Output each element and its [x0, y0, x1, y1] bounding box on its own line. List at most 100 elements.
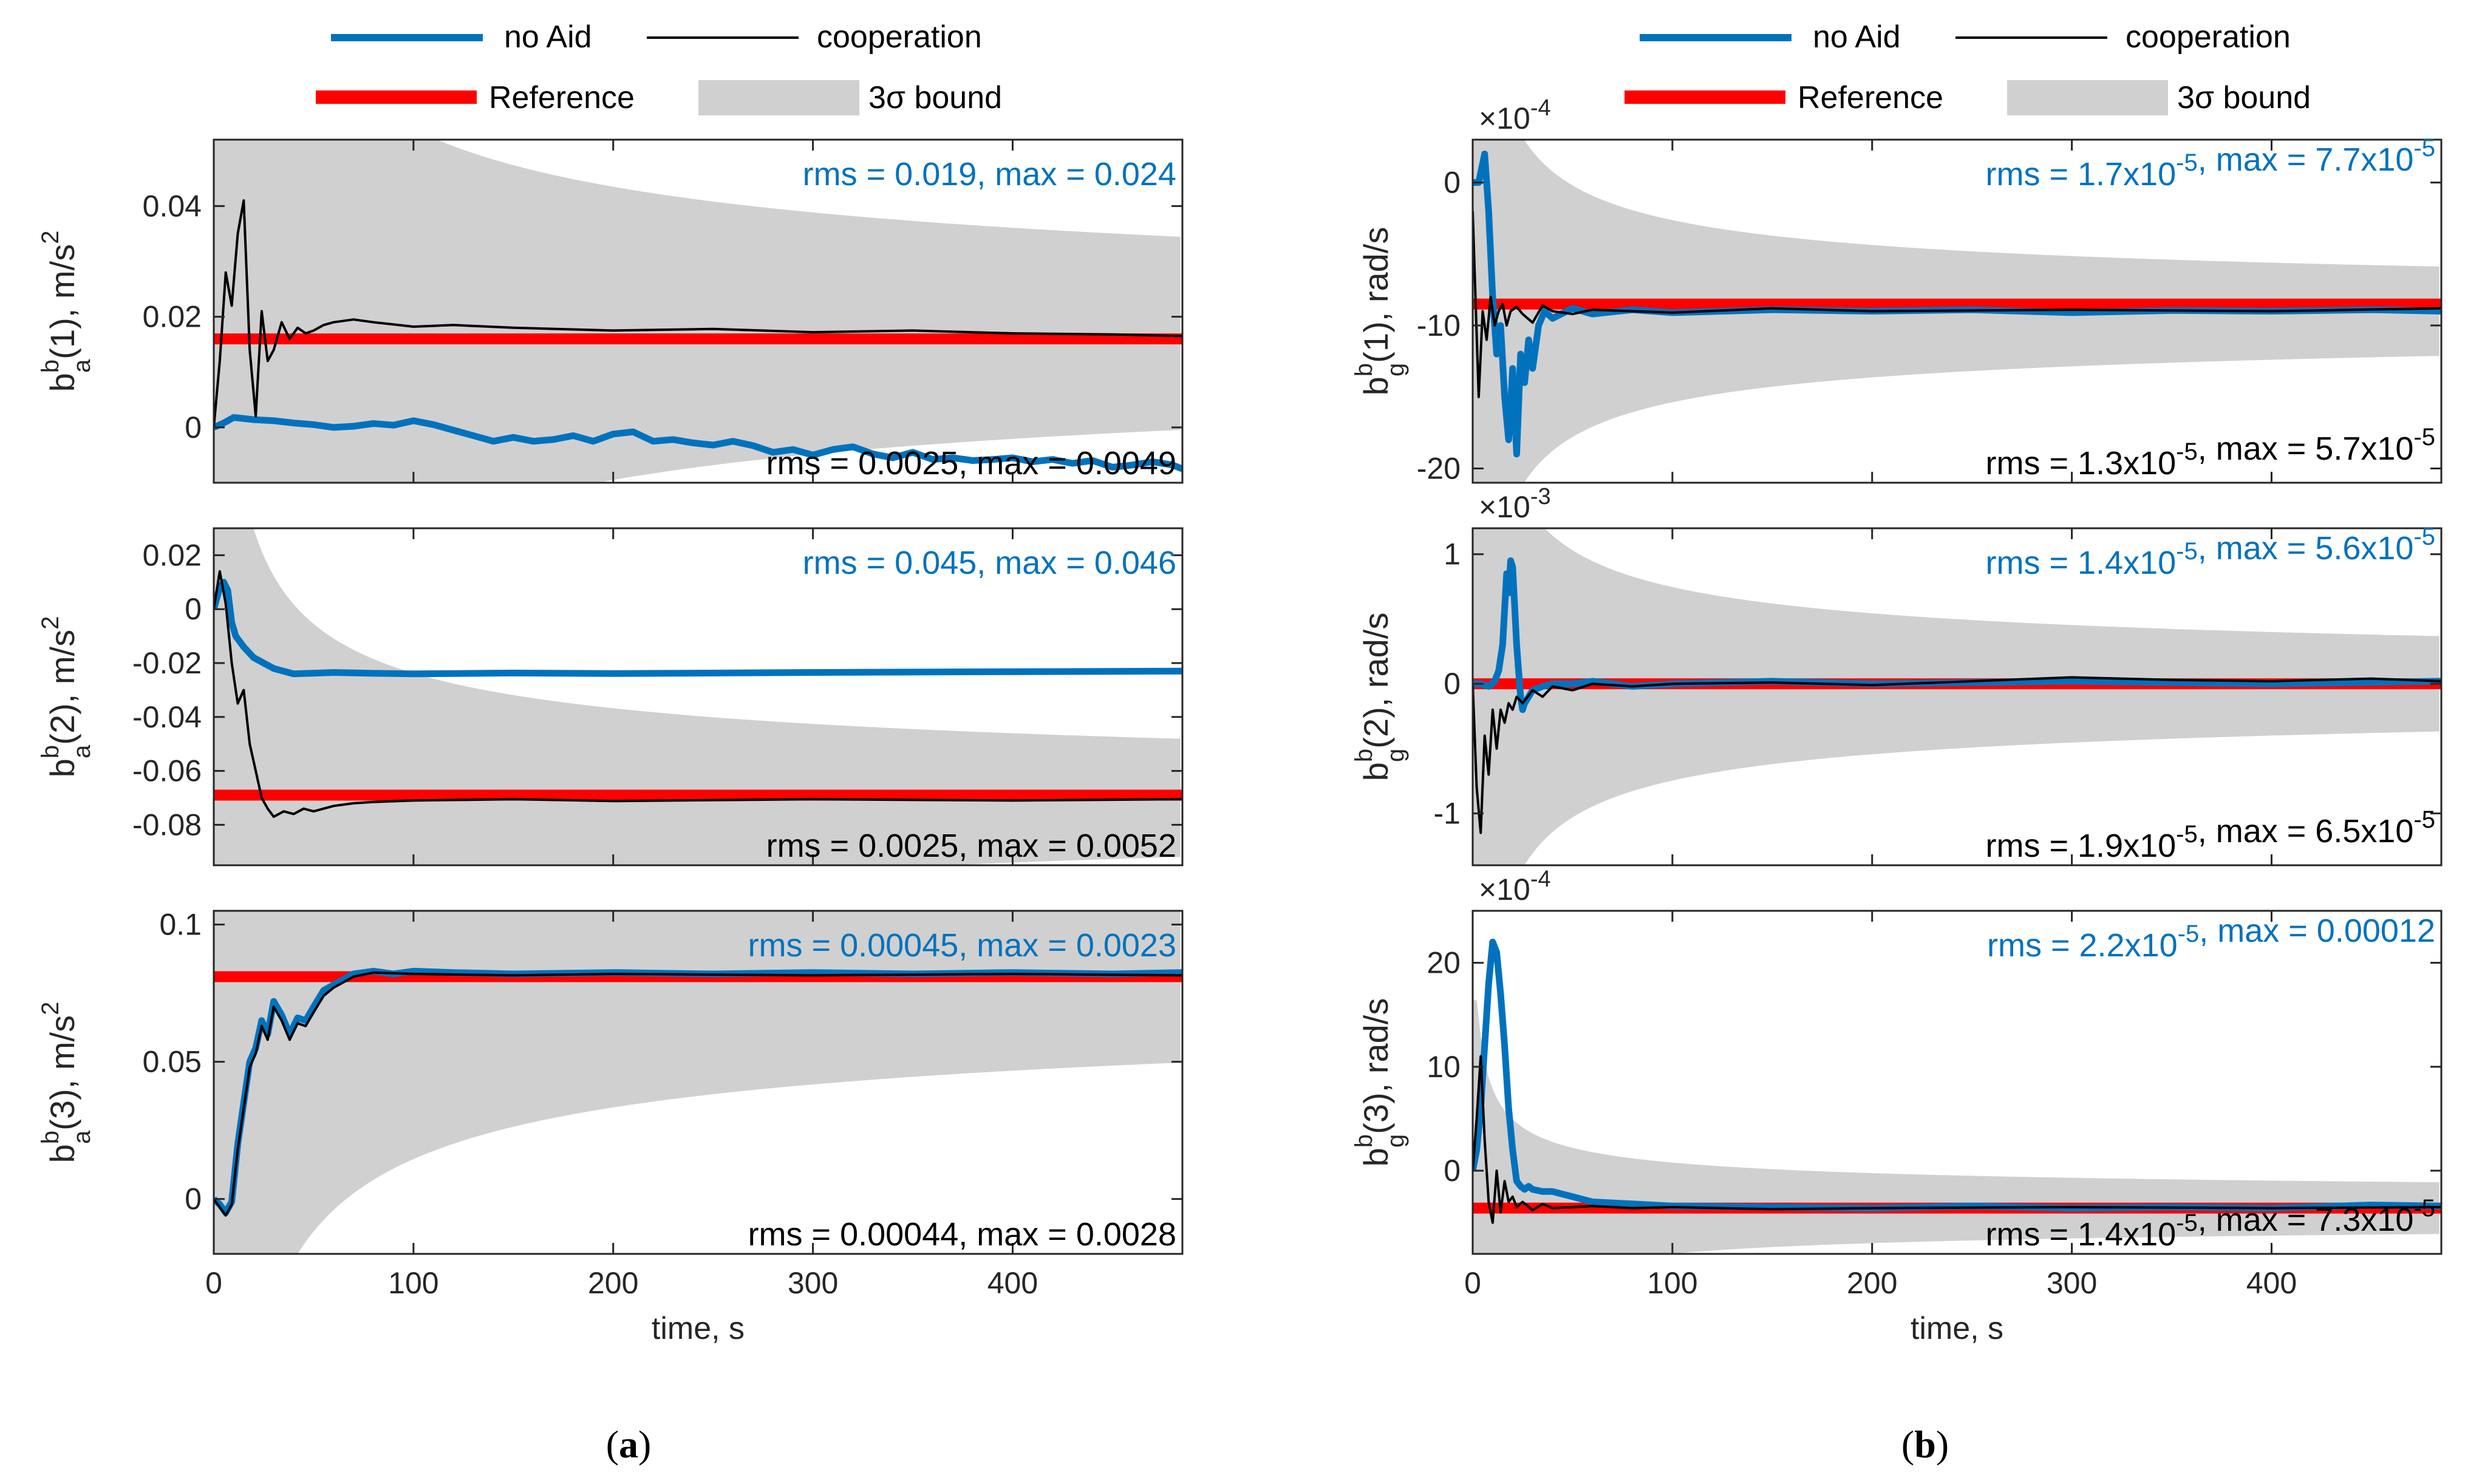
legend-b-reference-label: Reference — [1798, 80, 1943, 115]
legend-a: no Aid cooperation Reference 3σ bound — [316, 19, 1002, 115]
legend-a-bound-label: 3σ bound — [868, 80, 1002, 115]
y-tick-label: 0 — [185, 1182, 202, 1216]
annotation-no-aid: rms = 2.2x10-5, max = 0.00012 — [1987, 913, 2435, 964]
x-tick-label: 200 — [1847, 1266, 1897, 1300]
series-cooperation-line — [214, 199, 1182, 428]
x-tick-label: 300 — [788, 1266, 838, 1300]
y-tick-label: 0.04 — [143, 189, 202, 223]
annotation-cooperation: rms = 0.00044, max = 0.0028 — [748, 1216, 1176, 1253]
series-cooperation-line — [214, 570, 1182, 819]
y-tick-label: -0.06 — [132, 754, 202, 788]
y-axis-label: bb a(3), m/s2 — [37, 1002, 95, 1163]
y-tick-label: 0 — [185, 592, 202, 626]
annotation-no-aid: rms = 0.00045, max = 0.0023 — [748, 927, 1176, 964]
annotation-cooperation: rms = 1.3x10-5, max = 5.7x10-5 — [1986, 424, 2436, 482]
axes-frame — [1471, 527, 2443, 866]
y-tick-label: 0 — [185, 410, 202, 444]
axes-frame — [1471, 138, 2443, 484]
series-cooperation-line — [1473, 211, 2441, 398]
bound-area — [1473, 1000, 2439, 1254]
y-tick-label: -1 — [1434, 797, 1461, 831]
legend-a-bound-swatch — [698, 80, 859, 115]
y-tick-label: 1 — [1444, 537, 1461, 571]
x-tick-label: 300 — [2047, 1266, 2097, 1300]
y-axis-label: bb g(2), rad/s — [1351, 613, 1409, 781]
y-exponent-label: ×10-3 — [1479, 484, 1551, 524]
y-tick-label: 10 — [1427, 1050, 1461, 1084]
y-tick-label: -0.08 — [132, 808, 202, 842]
legend-a-no-aid-label: no Aid — [504, 19, 592, 55]
y-tick-label: 0 — [1444, 166, 1461, 200]
annotation-no-aid: rms = 1.4x10-5, max = 5.6x10-5 — [1986, 523, 2436, 581]
x-tick-label: 100 — [388, 1266, 438, 1300]
y-axis-label: bb a(1), m/s2 — [37, 231, 95, 392]
series-cooperation-line — [1473, 1055, 2441, 1224]
y-exponent-label: ×10-4 — [1479, 95, 1551, 135]
annotation-cooperation: rms = 0.0025, max = 0.0049 — [766, 445, 1176, 482]
annotation-cooperation: rms = 0.0025, max = 0.0052 — [766, 828, 1176, 864]
subplot-a-1: 0 0.02 0.04 bb a(1), m/s2 rms = 0.019, max = … — [37, 138, 1184, 484]
annotation-cooperation: rms = 1.4x10-5, max = 7.3x10-5 — [1986, 1195, 2436, 1253]
y-axis-label: bb a(2), m/s2 — [37, 616, 95, 778]
caption-b: (b) — [1901, 1423, 1949, 1466]
y-tick-label: -0.04 — [132, 700, 202, 734]
series-no-aid-line — [214, 414, 1182, 472]
y-tick-label: 0.1 — [159, 908, 202, 942]
axes-frame — [213, 138, 1184, 484]
plot-area — [1473, 938, 2441, 1254]
y-tick-label: 0.05 — [143, 1045, 202, 1079]
legend-b-bound-swatch — [2007, 80, 2168, 115]
bound-area — [1473, 528, 2439, 865]
x-tick-label: 400 — [987, 1266, 1038, 1300]
y-tick-label: -10 — [1417, 308, 1461, 342]
x-tick-label: 200 — [588, 1266, 638, 1300]
plot-area — [214, 528, 1182, 865]
series-cooperation-line — [214, 971, 1182, 1217]
legend-a-cooperation-label: cooperation — [817, 19, 982, 55]
legend-a-reference-label: Reference — [489, 80, 635, 115]
legend-b-bound-label: 3σ bound — [2177, 80, 2311, 115]
annotation-cooperation: rms = 1.9x10-5, max = 6.5x10-5 — [1986, 806, 2436, 864]
x-tick-label: 0 — [205, 1266, 222, 1300]
axes-frame — [213, 527, 1184, 866]
series-cooperation-line — [1473, 676, 2441, 834]
legend-b-cooperation-label: cooperation — [2126, 19, 2291, 55]
y-tick-label: -20 — [1417, 451, 1461, 485]
y-exponent-label: ×10-4 — [1479, 866, 1551, 907]
bound-area — [214, 528, 1181, 865]
y-tick-label: 0 — [1444, 667, 1461, 701]
axes-frame — [1471, 910, 2443, 1255]
y-axis-label: bb g(3), rad/s — [1351, 998, 1409, 1167]
y-tick-label: 20 — [1427, 946, 1461, 980]
plot-area — [214, 140, 1182, 483]
y-tick-label: 0 — [1444, 1154, 1461, 1188]
x-tick-label: 0 — [1464, 1266, 1481, 1300]
axes-frame — [213, 910, 1184, 1255]
x-tick-label: 400 — [2246, 1266, 2297, 1300]
subplot-a-3: 0 0.05 0.1 0 100 200 300 400 time, s bb a(3), m/s2… — [37, 908, 1184, 1346]
subplots: 0 0.02 0.04 bb a(1), m/s2 rms = 0.019, max = … — [37, 95, 2443, 1346]
x-axis-label: time, s — [652, 1311, 745, 1346]
plot-area — [1473, 140, 2441, 483]
series-no-aid-line — [214, 579, 1182, 678]
legend-b: no Aid cooperation Reference 3σ bound — [1625, 19, 2311, 115]
plot-area — [1473, 528, 2441, 865]
y-tick-label: 0.02 — [143, 538, 202, 572]
y-tick-label: 0.02 — [143, 300, 202, 334]
x-axis-label: time, s — [1911, 1311, 2003, 1346]
x-tick-label: 100 — [1647, 1266, 1697, 1300]
annotation-no-aid: rms = 0.045, max = 0.046 — [803, 545, 1176, 581]
y-tick-label: -0.02 — [132, 646, 202, 680]
annotation-no-aid: rms = 1.7x10-5, max = 7.7x10-5 — [1986, 135, 2436, 192]
subplot-a-2: -0.08 -0.06 -0.04 -0.02 0 0.02 bb a(2), m/s2 rms… — [37, 527, 1184, 866]
legend-b-no-aid-label: no Aid — [1813, 19, 1901, 55]
subplot-b-1: -20 -10 0 ×10-4 bb g(1), rad/s rms = 1.7x10-5,… — [1351, 95, 2443, 485]
bound-area — [214, 140, 1181, 483]
caption-a: (a) — [606, 1423, 652, 1466]
subplot-b-2: -1 0 1 ×10-3 bb g(2), rad/s rms = 1.4x10-5, ma… — [1351, 484, 2443, 866]
annotation-no-aid: rms = 0.019, max = 0.024 — [803, 156, 1176, 192]
plot-area — [214, 911, 1182, 1254]
bound-area — [214, 911, 1181, 1254]
